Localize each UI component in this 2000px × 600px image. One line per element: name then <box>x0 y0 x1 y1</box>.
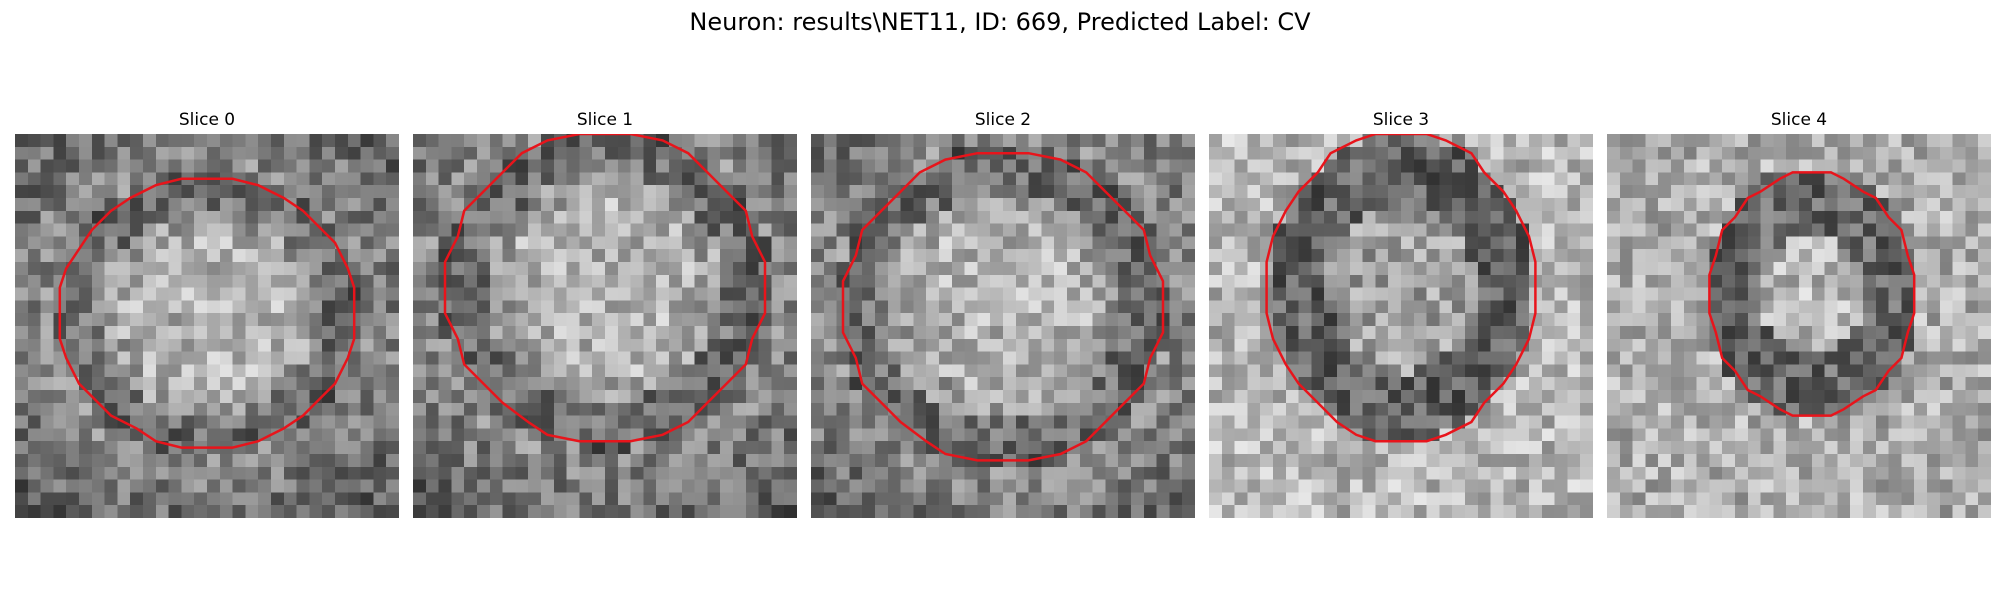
slice-title-3: Slice 3 <box>1372 110 1430 130</box>
slice-title-1: Slice 1 <box>576 110 634 130</box>
segmentation-contour-3 <box>1265 134 1537 443</box>
slice-panel-1: Slice 1 <box>413 108 797 518</box>
slice-title-0: Slice 0 <box>178 110 236 130</box>
slice-pixels-1 <box>413 134 797 518</box>
figure-title: Neuron: results\NET11, ID: 669, Predicte… <box>689 8 1311 36</box>
segmentation-contour-0 <box>58 177 356 449</box>
slice-panel-2: Slice 2 <box>811 108 1195 518</box>
slice-image-3 <box>1209 134 1593 518</box>
slice-image-1 <box>413 134 797 518</box>
slice-title-2: Slice 2 <box>974 110 1032 130</box>
slice-panel-4: Slice 4 <box>1607 108 1991 518</box>
slice-title-4: Slice 4 <box>1770 110 1828 130</box>
slice-panel-0: Slice 0 <box>15 108 399 518</box>
slice-image-4 <box>1607 134 1991 518</box>
segmentation-contour-4 <box>1708 171 1916 417</box>
slice-pixels-3 <box>1209 134 1593 518</box>
slice-panel-3: Slice 3 <box>1209 108 1593 518</box>
slice-image-2 <box>811 134 1195 518</box>
slice-pixels-0 <box>15 134 399 518</box>
slice-pixels-2 <box>811 134 1195 518</box>
slice-image-0 <box>15 134 399 518</box>
segmentation-contour-1 <box>443 134 767 443</box>
slice-pixels-4 <box>1607 134 1991 518</box>
segmentation-contour-2 <box>841 151 1165 462</box>
